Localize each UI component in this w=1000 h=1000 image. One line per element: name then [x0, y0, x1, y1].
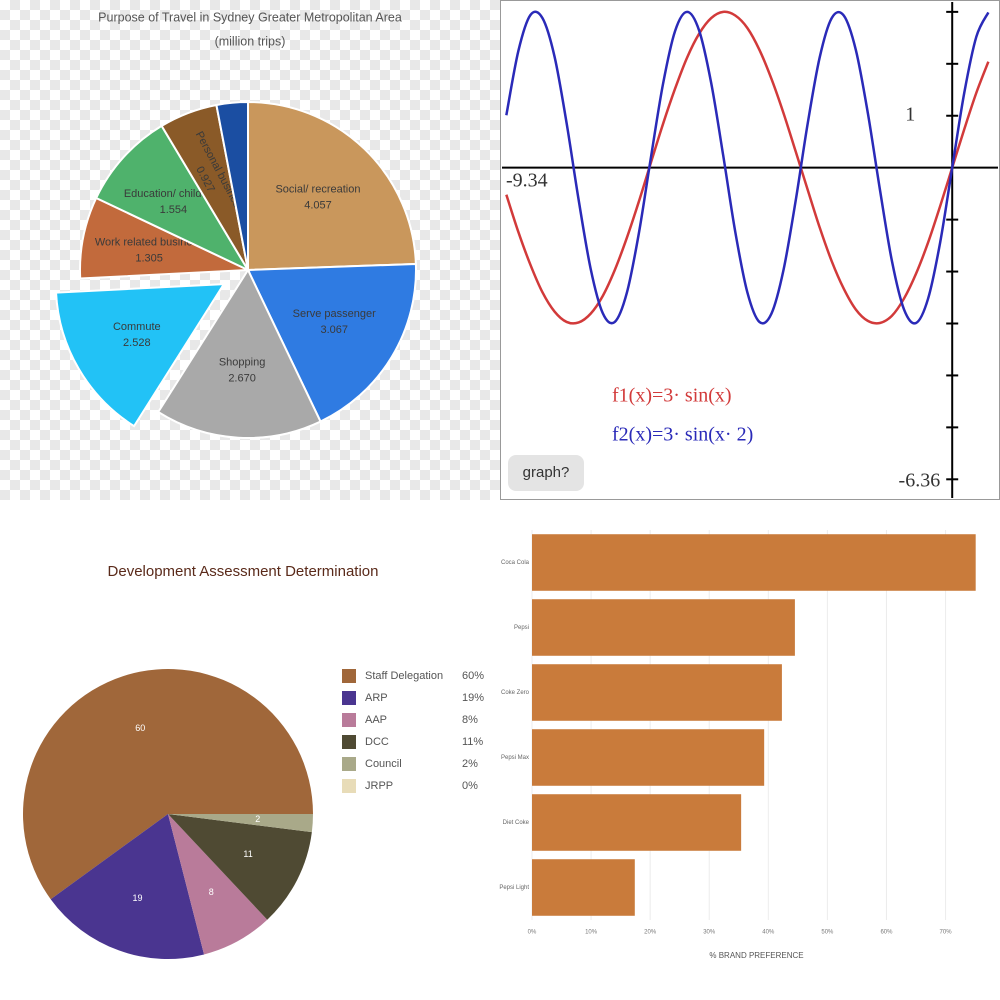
slice-value: 8 — [209, 887, 214, 897]
pie-slice — [50, 814, 205, 960]
x-tick-label: 70% — [940, 930, 953, 936]
button[interactable] — [508, 455, 584, 491]
x-tick-label: 0% — [528, 930, 537, 936]
slice-label: Education/ childcare — [124, 188, 223, 200]
y-tick-label: Coke Zero — [501, 690, 530, 696]
x-tick-label: 40% — [762, 930, 775, 936]
bar — [532, 664, 782, 721]
legend-label: ARP — [365, 692, 388, 704]
chart-title: Development Assessment Determination — [108, 563, 379, 580]
legend-label: Staff Delegation — [365, 670, 443, 682]
legend-swatch — [342, 779, 356, 793]
legend-label: Council — [365, 758, 402, 770]
pie-slice — [168, 814, 268, 955]
button-label[interactable]: graph? — [523, 464, 570, 481]
legend-value: 2% — [462, 758, 478, 770]
y-tick-label: Pepsi Light — [499, 885, 529, 891]
slice-value: 1.554 — [160, 204, 188, 216]
panel-frame — [500, 0, 1000, 500]
slice-label: Serve passenger — [293, 308, 376, 320]
x-min-label: -9.34 — [506, 169, 548, 191]
chart-title: Purpose of Travel in Sydney Greater Metr… — [98, 10, 402, 24]
slice-label: Social/ recreation — [275, 183, 360, 195]
y-tick-label: 1 — [905, 103, 915, 125]
legend-swatch — [342, 757, 356, 771]
slice-value: 11 — [243, 849, 252, 859]
bar — [532, 859, 635, 916]
pie-slice — [246, 262, 417, 423]
bar — [532, 794, 742, 851]
legend-value: 19% — [462, 692, 484, 704]
legend-label: f2(x)=3· sin(x· 2) — [612, 424, 753, 446]
legend-value: 60% — [462, 670, 484, 682]
slice-value: 1.305 — [135, 252, 163, 264]
x-tick-label: 50% — [821, 930, 834, 936]
slice-label: Shopping — [219, 357, 266, 369]
bar — [532, 729, 765, 786]
chart-subtitle: (million trips) — [215, 34, 286, 48]
pie-slice — [156, 267, 322, 439]
pie-slice — [94, 124, 251, 273]
y-tick-label: Coca Cola — [501, 560, 530, 566]
slice-value: 2.528 — [123, 337, 151, 349]
slice-label: Work related business — [95, 236, 204, 248]
pie-slice — [168, 814, 313, 833]
pie-slice — [168, 814, 312, 920]
bar — [532, 599, 795, 656]
x-tick-label: 20% — [644, 930, 657, 936]
legend-value: 11% — [462, 736, 483, 748]
series-line — [505, 10, 990, 325]
y-min-label: -6.36 — [899, 470, 941, 492]
legend-label: f1(x)=3· sin(x) — [612, 385, 732, 407]
x-tick-label: 30% — [703, 930, 716, 936]
x-tick-label: 60% — [880, 930, 893, 936]
pie-slice — [247, 100, 417, 272]
legend-label: DCC — [365, 736, 389, 748]
y-tick-label: Diet Coke — [503, 820, 530, 826]
slice-value: 60 — [135, 723, 145, 733]
pie-slice — [22, 669, 313, 900]
bar — [532, 534, 976, 591]
pie-slice — [215, 100, 249, 271]
x-tick-label: 10% — [585, 930, 598, 936]
y-tick-label: Pepsi — [514, 625, 529, 631]
legend-value: 8% — [462, 714, 478, 726]
legend-label: JRPP — [365, 780, 393, 792]
pie-slice — [54, 283, 226, 428]
legend-swatch — [342, 691, 356, 705]
legend-swatch — [342, 713, 356, 727]
slice-value: 19 — [133, 893, 143, 903]
legend-label: AAP — [365, 714, 387, 726]
x-axis-title: % BRAND PREFERENCE — [709, 951, 803, 960]
legend-swatch — [342, 669, 356, 683]
slice-label: Commute — [113, 321, 161, 333]
slice-value: 2 — [255, 814, 260, 824]
slice-value: 2.670 — [228, 373, 256, 385]
legend-swatch — [342, 735, 356, 749]
slice-value: 3.067 — [320, 324, 348, 336]
series-line — [505, 10, 990, 325]
slice-value: 4.057 — [304, 199, 332, 211]
legend-value: 0% — [462, 780, 478, 792]
y-tick-label: Pepsi Max — [501, 755, 529, 761]
